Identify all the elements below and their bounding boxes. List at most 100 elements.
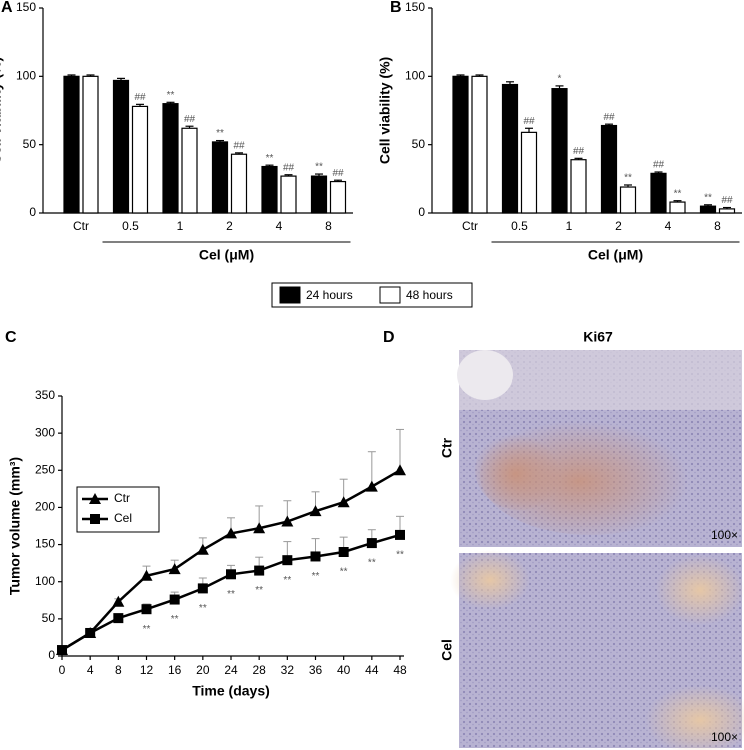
- y-tick-label: 0: [418, 205, 425, 219]
- bar: [520, 131, 538, 214]
- bar: [310, 175, 328, 214]
- legend-swatch: [379, 286, 401, 304]
- bar: [211, 141, 229, 214]
- marker: [282, 555, 293, 566]
- bar: [718, 208, 736, 214]
- legend-label: Cel: [114, 511, 132, 525]
- legend-swatch: [279, 286, 301, 304]
- marker: [366, 538, 377, 549]
- marker: [197, 583, 208, 594]
- x-tick-label: 0.5: [511, 219, 528, 233]
- x-axis-label: Time (days): [192, 683, 270, 699]
- annotation: ##: [134, 92, 146, 103]
- y-tick-label: 250: [35, 462, 55, 476]
- annotation: **: [340, 567, 348, 578]
- x-tick-label: 1: [566, 219, 573, 233]
- x-tick-label: 12: [140, 663, 154, 677]
- x-tick-label: 4: [87, 663, 94, 677]
- annotation: **: [216, 128, 224, 139]
- marker: [168, 563, 181, 575]
- annotation: **: [255, 585, 263, 596]
- marker: [226, 569, 236, 580]
- bar: [82, 75, 99, 214]
- annotation: **: [674, 188, 682, 199]
- y-tick-label: 50: [23, 137, 37, 151]
- y-axis-label: Cell viability (%): [0, 57, 4, 164]
- y-tick-label: 150: [16, 0, 36, 14]
- marker: [85, 627, 96, 638]
- annotation: **: [704, 192, 712, 203]
- panel-label: D: [383, 329, 395, 346]
- y-axis-label: Cell viability (%): [377, 57, 393, 164]
- x-tick-label: 4: [665, 219, 672, 233]
- marker: [113, 613, 124, 624]
- annotation: ##: [653, 160, 665, 171]
- x-tick-label: 2: [226, 219, 233, 233]
- legend-label: 48 hours: [406, 288, 453, 302]
- marker: [112, 595, 125, 607]
- annotation: ##: [184, 114, 196, 125]
- x-tick-label: Ctr: [73, 219, 89, 233]
- marker: [196, 543, 209, 555]
- marker: [309, 505, 322, 517]
- y-tick-label: 50: [42, 611, 56, 625]
- annotation: **: [266, 153, 274, 164]
- x-tick-label: 32: [281, 663, 295, 677]
- bar: [600, 124, 618, 214]
- scale-label: 100×: [711, 730, 738, 744]
- bar: [329, 180, 347, 214]
- scale-label: 100×: [711, 528, 738, 542]
- y-tick-label: 100: [16, 69, 36, 83]
- x-tick-label: 2: [615, 219, 622, 233]
- x-tick-label: 48: [393, 663, 407, 677]
- x-tick-label: 24: [224, 663, 238, 677]
- x-tick-label: 28: [252, 663, 266, 677]
- marker: [140, 569, 153, 581]
- annotation: **: [315, 162, 323, 173]
- y-tick-label: 0: [29, 205, 36, 219]
- series-line: [61, 469, 401, 652]
- annotation: **: [624, 173, 632, 184]
- bar: [131, 105, 149, 214]
- y-tick-label: 300: [35, 425, 55, 439]
- annotation: **: [171, 614, 179, 625]
- marker: [225, 527, 237, 539]
- annotation: **: [143, 624, 151, 635]
- x-tick-label: 1: [177, 219, 184, 233]
- x-axis-label: Cel (μM): [199, 247, 254, 263]
- annotation: ##: [573, 146, 585, 157]
- marker: [394, 464, 406, 476]
- x-tick-label: 44: [365, 663, 379, 677]
- legend-label: Ctr: [114, 491, 130, 505]
- y-tick-label: 0: [48, 648, 55, 662]
- bar: [619, 186, 637, 214]
- y-axis-label: Tumor volume (mm³): [7, 457, 23, 595]
- row-label: Ctr: [439, 437, 455, 458]
- x-tick-label: 40: [337, 663, 351, 677]
- legend-box: [76, 486, 160, 533]
- marker: [395, 529, 405, 540]
- annotation: **: [368, 558, 376, 569]
- bar: [63, 75, 80, 214]
- bar: [551, 88, 568, 214]
- row-label: Cel: [439, 639, 455, 661]
- x-tick-label: 8: [115, 663, 122, 677]
- annotation: ##: [603, 112, 615, 123]
- annotation: **: [396, 550, 404, 561]
- y-tick-label: 350: [35, 388, 55, 402]
- annotation: ##: [721, 195, 733, 206]
- bar: [112, 79, 130, 214]
- annotation: ##: [332, 168, 344, 179]
- bar: [181, 127, 198, 214]
- marker: [89, 493, 101, 504]
- marker: [141, 604, 152, 615]
- x-axis-label: Cel (μM): [588, 247, 643, 263]
- x-tick-label: 8: [325, 219, 332, 233]
- marker: [169, 594, 180, 605]
- y-tick-label: 150: [405, 0, 425, 14]
- bar: [570, 159, 587, 214]
- marker: [337, 496, 350, 508]
- bar: [162, 103, 179, 214]
- annotation: **: [227, 589, 235, 600]
